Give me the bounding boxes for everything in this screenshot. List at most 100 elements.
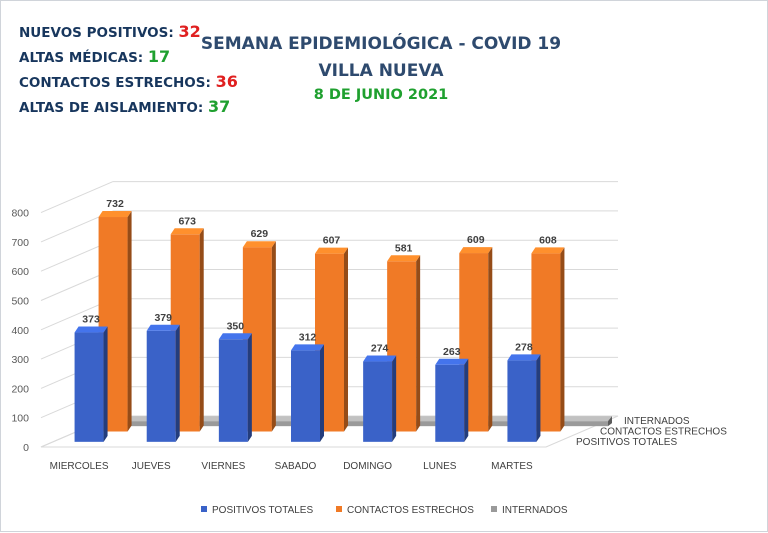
x-axis: MIERCOLES JUEVES VIERNES SABADO DOMINGO LUNES…	[50, 461, 533, 472]
data-label: 312	[299, 331, 317, 343]
data-label: 629	[251, 228, 269, 240]
category-label: VIERNES	[201, 461, 245, 472]
stat-label: ALTAS MÉDICAS:	[19, 50, 144, 66]
y-tick-label: 100	[11, 413, 29, 425]
bar-top	[74, 326, 108, 333]
y-tick-label: 300	[11, 354, 29, 366]
depth-label: INTERNADOS	[624, 416, 690, 427]
bar-side	[392, 355, 397, 442]
bar-side	[608, 416, 612, 427]
legend-swatch	[336, 506, 342, 512]
stat-value: 36	[215, 72, 238, 91]
stat-value: 17	[147, 47, 171, 66]
bar-top	[531, 247, 565, 254]
legend-swatch	[491, 506, 497, 512]
data-label: 379	[154, 312, 172, 324]
bar-top	[291, 344, 324, 351]
bar-top	[315, 247, 348, 254]
stat-isolation-discharges: ALTAS DE AISLAMIENTO: 37	[19, 94, 238, 119]
bar-side	[464, 358, 469, 442]
data-label: 373	[82, 314, 100, 326]
bar	[99, 421, 176, 427]
legend-label: POSITIVOS TOTALES	[212, 505, 313, 516]
category-label: LUNES	[423, 461, 457, 472]
y-tick-label: 500	[11, 296, 29, 308]
bar	[218, 339, 248, 442]
stat-value: 32	[178, 22, 201, 41]
category-label: JUEVES	[132, 461, 171, 472]
bar-side	[320, 344, 324, 442]
data-label: 673	[178, 215, 196, 227]
bar-top	[507, 354, 541, 361]
bar-side	[127, 211, 132, 432]
data-label: 608	[539, 234, 557, 246]
category-label: MARTES	[491, 461, 533, 472]
bar	[387, 421, 464, 427]
bar-side	[344, 247, 348, 432]
chart-date: 8 DE JUNIO 2021	[313, 87, 449, 103]
series-0: 373 379 350 312 274 263 278	[74, 312, 541, 442]
y-tick-label: 600	[11, 266, 29, 278]
bar-side	[488, 247, 493, 432]
stat-close-contacts: CONTACTOS ESTRECHOS: 36	[19, 69, 238, 94]
category-label: MIERCOLES	[50, 461, 109, 472]
bar	[243, 421, 320, 427]
bar-side	[247, 333, 252, 442]
legend-swatch	[201, 506, 207, 512]
bar-side	[175, 324, 180, 442]
bar	[315, 421, 392, 427]
data-label: 581	[395, 242, 413, 254]
data-label: 274	[371, 343, 389, 355]
y-tick-label: 200	[11, 383, 29, 395]
bar	[459, 421, 536, 427]
legend: POSITIVOS TOTALES CONTACTOS ESTRECHOS INTE…	[201, 505, 568, 516]
bar-side	[416, 255, 421, 432]
bar	[171, 421, 248, 427]
bar	[435, 364, 465, 442]
legend-label: CONTACTOS ESTRECHOS	[347, 505, 474, 516]
stat-label: ALTAS DE AISLAMIENTO:	[19, 100, 204, 116]
bar-side	[560, 247, 565, 432]
chart-title: SEMANA EPIDEMIOLÓGICA - COVID 19	[200, 34, 562, 54]
data-label: 350	[227, 320, 245, 332]
stat-label: NUEVOS POSITIVOS:	[19, 25, 174, 41]
bar-top	[170, 228, 204, 235]
data-label: 609	[467, 234, 485, 246]
bar-side	[271, 241, 276, 432]
data-label: 278	[515, 341, 533, 353]
data-label: 732	[106, 198, 124, 210]
bar	[291, 350, 320, 442]
chart-subtitle: VILLA NUEVA	[318, 61, 444, 81]
stat-value: 37	[207, 97, 231, 116]
bar-top	[98, 211, 132, 218]
y-tick-label: 0	[23, 442, 29, 454]
category-label: DOMINGO	[343, 461, 392, 472]
bar-top	[363, 355, 397, 362]
stat-new-positives: NUEVOS POSITIVOS: 32	[19, 19, 238, 44]
stat-medical-discharges: ALTAS MÉDICAS: 17	[19, 44, 238, 69]
depth-label: CONTACTOS ESTRECHOS	[600, 427, 727, 438]
legend-label: INTERNADOS	[502, 505, 568, 516]
stat-label: CONTACTOS ESTRECHOS:	[19, 75, 211, 91]
data-label: 263	[443, 346, 461, 358]
bar-top	[435, 358, 469, 365]
bar	[74, 332, 104, 442]
y-tick-label: 800	[11, 208, 29, 220]
bar-side	[199, 228, 204, 432]
stats-panel: NUEVOS POSITIVOS: 32 ALTAS MÉDICAS: 17 C…	[19, 19, 238, 119]
bar	[363, 361, 393, 442]
bar-top	[387, 255, 421, 262]
bar-top	[459, 247, 493, 254]
bar	[531, 421, 608, 427]
depth-label: POSITIVOS TOTALES	[576, 437, 677, 448]
bar	[507, 360, 537, 442]
y-tick-label: 700	[11, 237, 29, 249]
bar-side	[536, 354, 541, 442]
category-label: SABADO	[275, 461, 317, 472]
bar-top	[146, 324, 180, 331]
gridline-depth	[40, 181, 114, 214]
y-axis: 0 100 200 300 400 500 600 700 800	[11, 208, 29, 454]
